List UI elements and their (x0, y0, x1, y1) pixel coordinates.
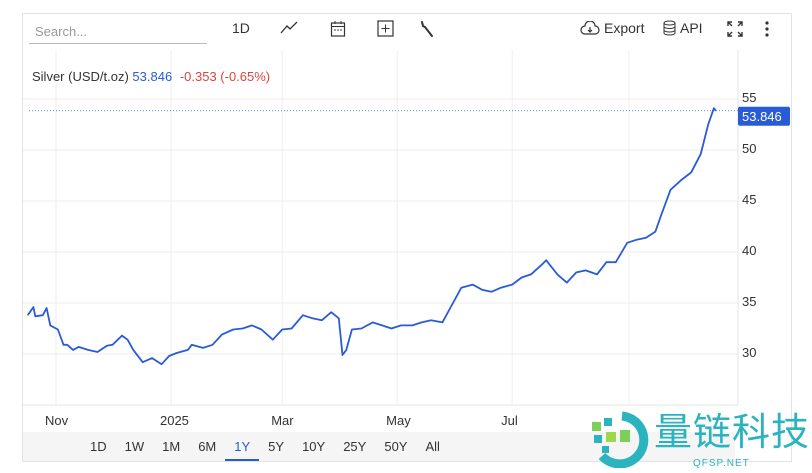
y-tick-label: 55 (742, 90, 756, 105)
last-price-label: 53.846 (742, 109, 782, 124)
legend-change: -0.353 (-0.65%) (180, 69, 270, 84)
watermark-sub: QFSP.NET (693, 458, 750, 470)
range-button-1d[interactable]: 1D (81, 432, 116, 461)
x-tick-label: Nov (45, 413, 69, 428)
range-button-all[interactable]: All (416, 432, 448, 461)
range-button-50y[interactable]: 50Y (375, 432, 416, 461)
x-tick-label: May (386, 413, 411, 428)
y-tick-label: 35 (742, 294, 756, 309)
price-chart[interactable]: 30 35 40 45 50 55 Nov 2025 Mar May Jul 53.846 (0, 0, 812, 432)
x-tick-label: Jul (501, 413, 518, 428)
range-button-1y[interactable]: 1Y (225, 432, 259, 461)
watermark-icon (588, 408, 652, 468)
y-tick-label: 40 (742, 243, 756, 258)
x-tick-label: Mar (271, 413, 294, 428)
y-tick-label: 50 (742, 141, 756, 156)
range-button-10y[interactable]: 10Y (293, 432, 334, 461)
watermark-text: 量链科技 (654, 412, 810, 452)
y-tick-label: 30 (742, 345, 756, 360)
range-button-5y[interactable]: 5Y (259, 432, 293, 461)
x-tick-label: 2025 (160, 413, 189, 428)
legend-price: 53.846 (132, 69, 172, 84)
watermark-logo: 量链科技 QFSP.NET (588, 408, 810, 472)
y-tick-label: 45 (742, 192, 756, 207)
price-line (28, 108, 716, 364)
range-button-6m[interactable]: 6M (189, 432, 225, 461)
chart-legend: Silver (USD/t.oz) 53.846 -0.353 (-0.65%) (32, 69, 270, 84)
legend-name: Silver (USD/t.oz) (32, 69, 129, 84)
range-button-1w[interactable]: 1W (116, 432, 154, 461)
range-button-1m[interactable]: 1M (153, 432, 189, 461)
range-button-25y[interactable]: 25Y (334, 432, 375, 461)
